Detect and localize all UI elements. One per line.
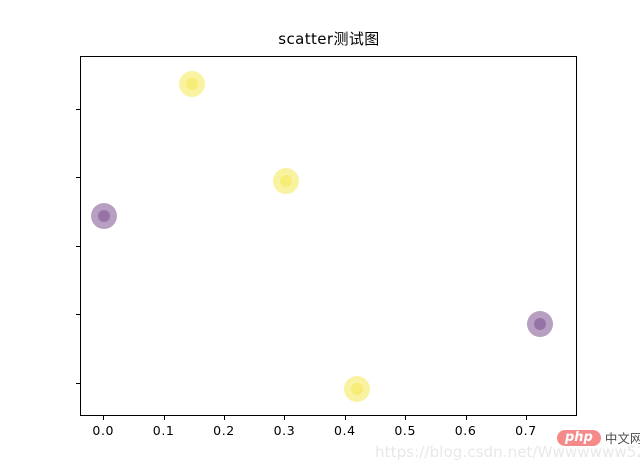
x-axis-tick-label: 0.7 xyxy=(515,423,537,438)
x-axis-tick-label: 0.5 xyxy=(394,423,417,438)
y-axis-tick xyxy=(76,109,80,111)
x-axis-tick xyxy=(465,416,467,420)
x-axis-tick-label: 0.4 xyxy=(333,423,356,438)
x-axis-tick xyxy=(224,416,226,420)
scatter-point-core xyxy=(533,317,546,330)
scatter-point-core xyxy=(280,175,293,188)
php-badge: php xyxy=(557,429,601,446)
csdn-watermark: https://blog.csdn.net/Wwwwwww527 xyxy=(375,443,640,461)
scatter-point-core xyxy=(98,210,111,223)
x-axis-tick xyxy=(284,416,286,420)
x-axis-tick-label: 0.1 xyxy=(152,423,175,438)
x-axis-tick xyxy=(163,416,165,420)
y-axis-tick xyxy=(76,177,80,179)
x-axis-tick-label: 0.3 xyxy=(273,423,296,438)
x-axis-tick-label: 0.6 xyxy=(454,423,477,438)
scatter-point xyxy=(344,376,371,403)
scatter-plot-area xyxy=(81,57,576,415)
scatter-point xyxy=(526,310,553,337)
x-axis-tick-label: 0.0 xyxy=(92,423,115,438)
x-axis-tick xyxy=(525,416,527,420)
scatter-point xyxy=(91,203,118,230)
y-axis-tick xyxy=(76,245,80,247)
x-axis-tick xyxy=(405,416,407,420)
scatter-point-core xyxy=(185,78,198,91)
scatter-point xyxy=(273,168,300,195)
x-axis-tick xyxy=(344,416,346,420)
x-axis-tick-label: 0.2 xyxy=(213,423,235,438)
page-title: scatter测试图 xyxy=(278,30,380,48)
x-axis-tick xyxy=(103,416,105,420)
plot-axes xyxy=(80,56,577,416)
php-logo: php 中文网 xyxy=(557,428,640,447)
y-axis-tick xyxy=(76,314,80,316)
scatter-point xyxy=(178,71,205,98)
scatter-point-core xyxy=(351,383,364,396)
php-logo-text: 中文网 xyxy=(604,431,640,446)
y-axis-tick xyxy=(76,382,80,384)
